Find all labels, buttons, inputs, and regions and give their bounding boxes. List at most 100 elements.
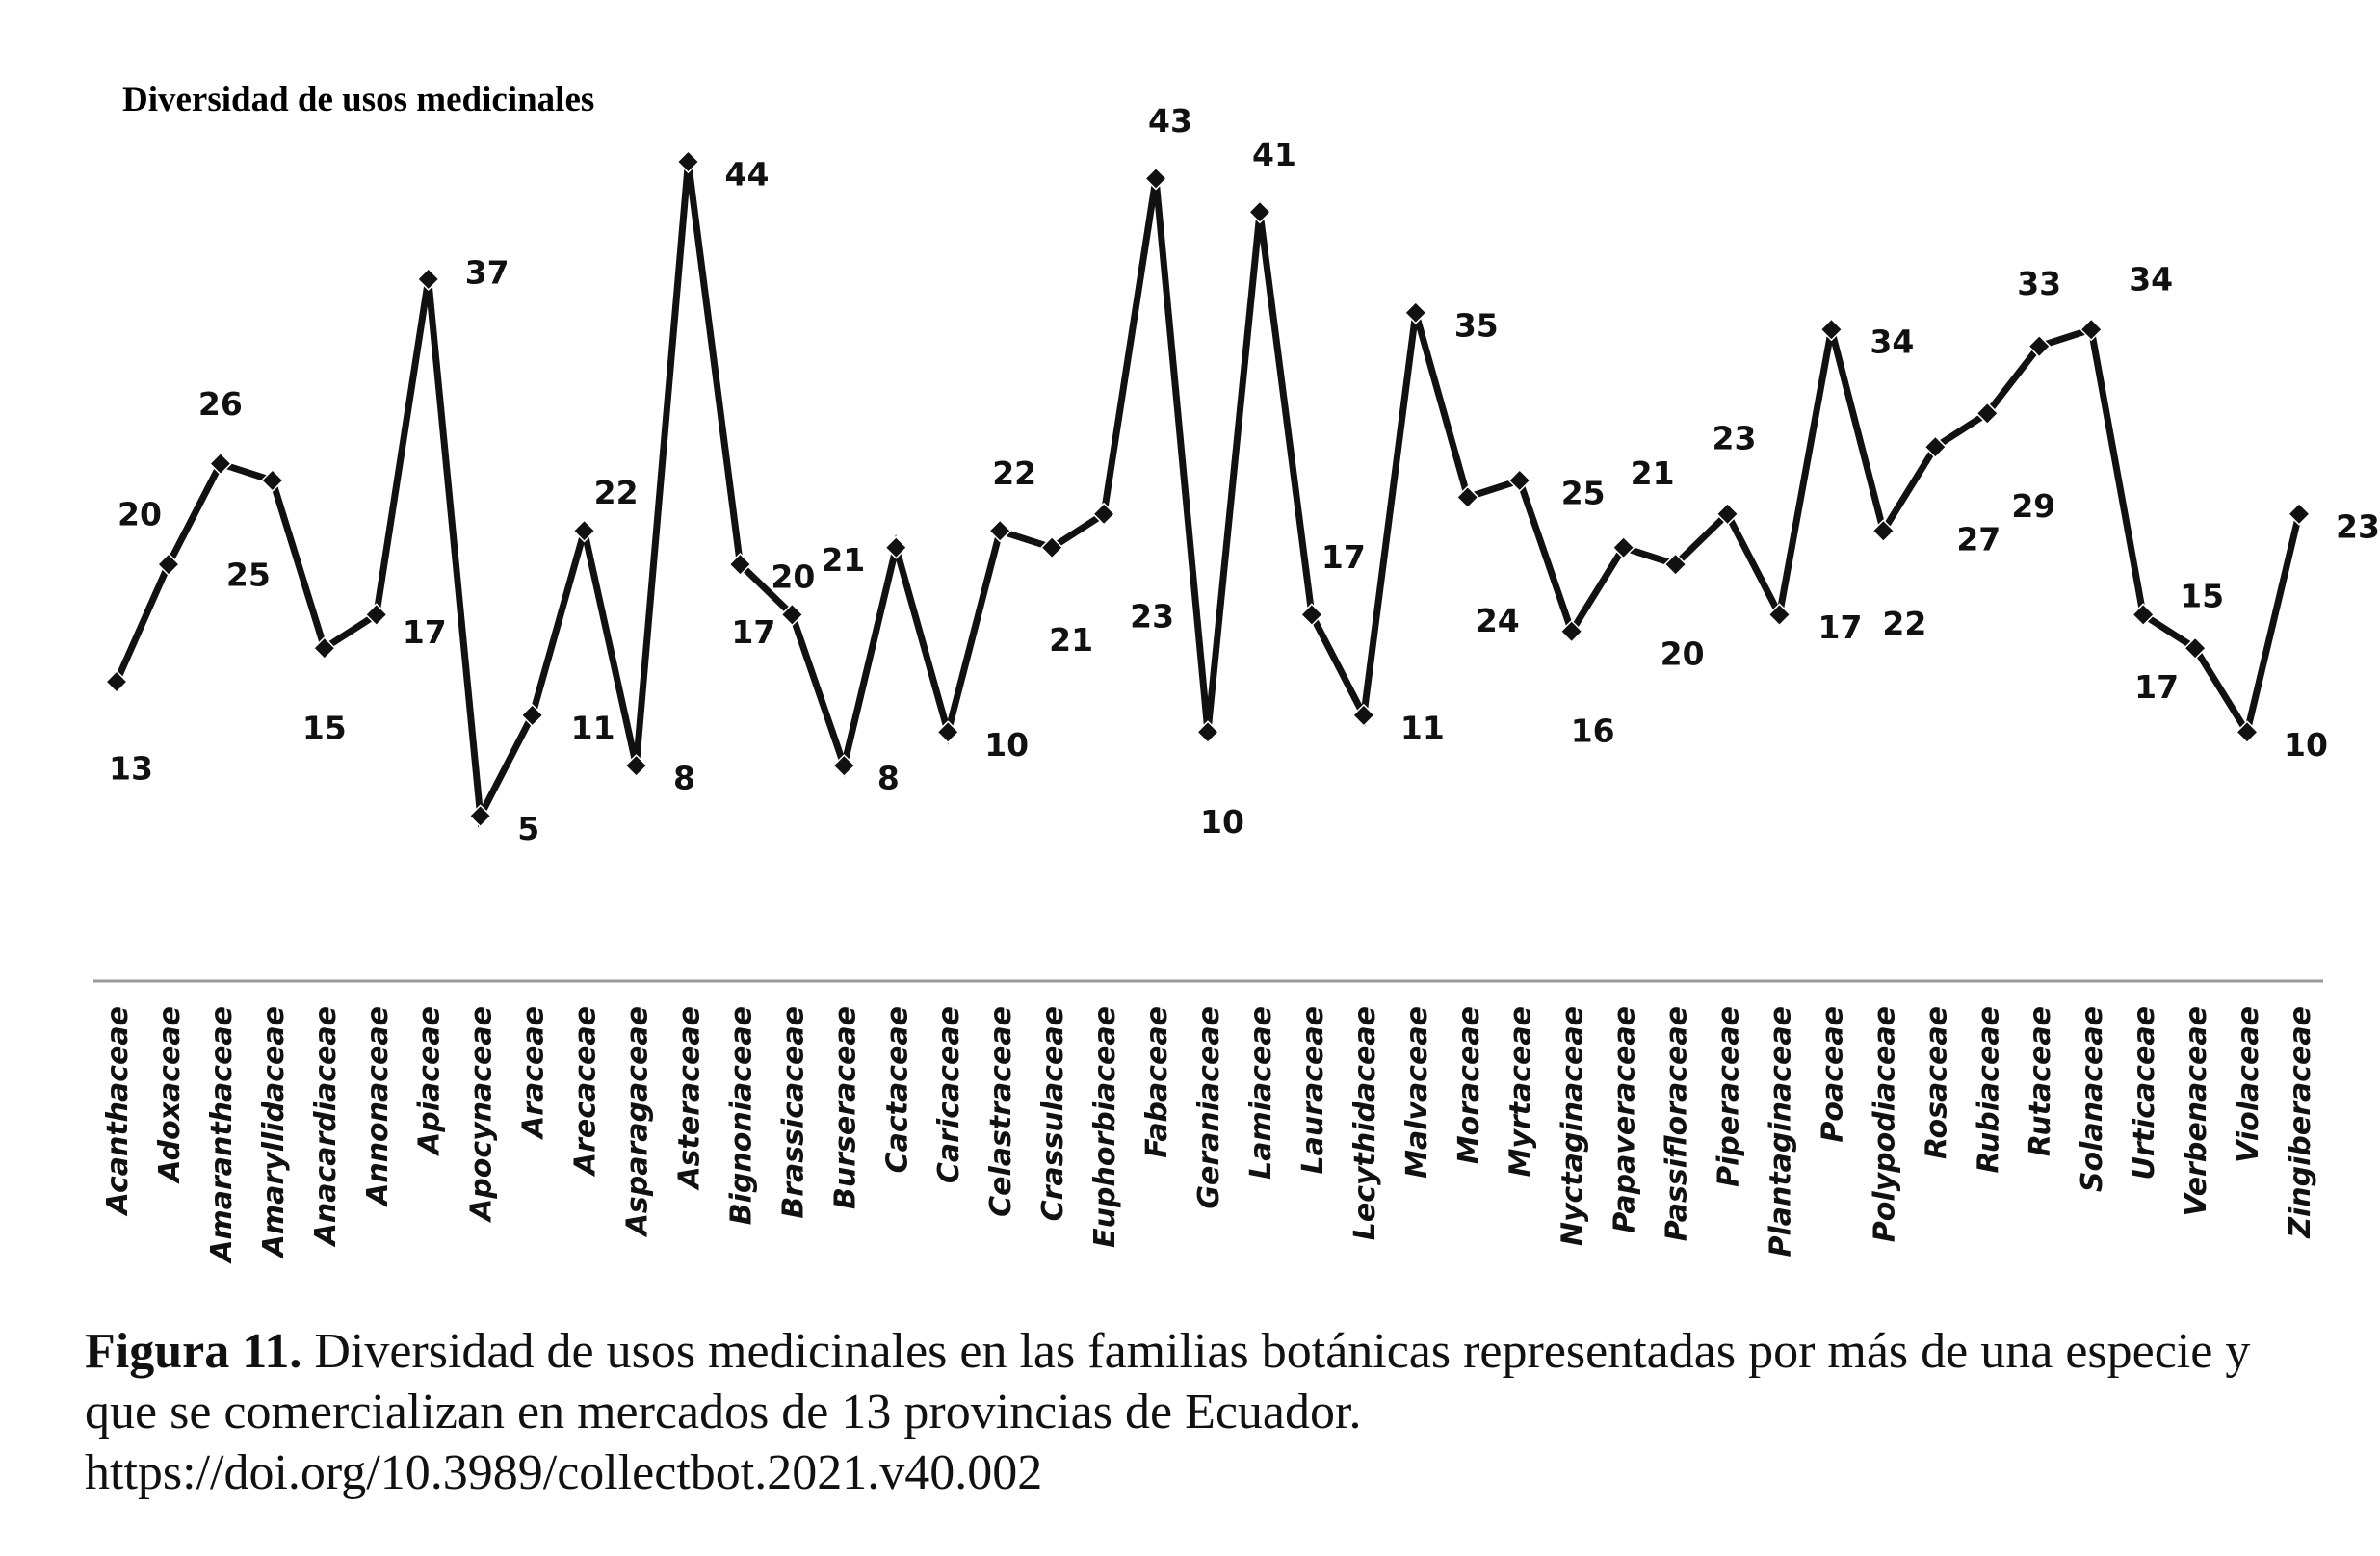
data-label: 5 bbox=[517, 810, 539, 847]
data-label: 22 bbox=[594, 474, 639, 511]
data-label: 17 bbox=[403, 613, 447, 651]
data-point-marker bbox=[104, 669, 129, 694]
data-point-marker bbox=[572, 519, 596, 543]
data-point-marker bbox=[1559, 619, 1583, 643]
data-label: 16 bbox=[1571, 712, 1615, 749]
x-tick-label: Urticaceae bbox=[2128, 1006, 2161, 1180]
data-point-marker bbox=[2079, 318, 2104, 342]
line-chart: 13 20 26 25 15 17 37 5 11 22 8 44 20 17 8 21 10 22 21 23 43 1… bbox=[93, 102, 2380, 1264]
caption-label: Figura 11. bbox=[85, 1324, 302, 1379]
x-tick-label: Papaveraceae bbox=[1608, 1006, 1642, 1233]
data-point-marker bbox=[416, 267, 440, 292]
data-label: 10 bbox=[984, 726, 1029, 764]
data-point-marker bbox=[1040, 535, 1064, 559]
data-label: 17 bbox=[2134, 668, 2179, 706]
data-point-marker bbox=[1975, 402, 2000, 426]
data-point-marker bbox=[1455, 485, 1479, 509]
caption-doi: https://doi.org/10.3989/collectbot.2021.… bbox=[85, 1445, 1043, 1500]
data-label: 44 bbox=[725, 156, 770, 194]
chart-title: Diversidad de usos medicinales bbox=[122, 80, 595, 119]
data-label: 8 bbox=[673, 760, 695, 797]
data-point-marker bbox=[1923, 435, 1948, 459]
x-tick-label: Violaceae bbox=[2232, 1006, 2265, 1163]
x-tick-label: Nyctaginaceae bbox=[1556, 1006, 1590, 1246]
figure-caption: Figura 11. Diversidad de usos medicinale… bbox=[85, 1321, 2329, 1503]
x-tick-label: Celastraceae bbox=[984, 1006, 1018, 1217]
data-label: 41 bbox=[1252, 136, 1296, 173]
x-tick-label: Apiaceae bbox=[413, 1006, 447, 1156]
data-label: 23 bbox=[1713, 419, 1757, 456]
x-tick-label: Amaranthaceae bbox=[205, 1006, 239, 1264]
x-tick-label: Myrtaceae bbox=[1504, 1006, 1538, 1178]
x-tick-label: Solanaceae bbox=[2076, 1006, 2109, 1192]
data-label: 11 bbox=[571, 709, 615, 746]
data-labels: 13 20 26 25 15 17 37 5 11 22 8 44 20 17 8 21 10 22 21 23 43 1… bbox=[109, 102, 2380, 847]
data-label: 24 bbox=[1476, 602, 1520, 639]
data-label: 11 bbox=[1400, 709, 1445, 746]
x-tick-label: Malvaceae bbox=[1400, 1006, 1434, 1179]
data-point-marker bbox=[312, 636, 336, 661]
data-point-marker bbox=[2287, 502, 2312, 526]
data-label: 17 bbox=[1321, 538, 1366, 576]
data-point-marker bbox=[260, 468, 284, 493]
data-point-marker bbox=[1351, 703, 1375, 727]
data-label: 10 bbox=[1200, 803, 1244, 841]
data-point-marker bbox=[1871, 519, 1896, 543]
x-tick-label: Moraceae bbox=[1452, 1006, 1486, 1164]
data-label: 34 bbox=[1870, 324, 1914, 361]
data-point-marker bbox=[884, 535, 908, 559]
data-point-marker bbox=[2235, 720, 2260, 744]
x-tick-label: Bignoniaceae bbox=[724, 1006, 758, 1225]
data-point-marker bbox=[988, 519, 1012, 543]
x-tick-label: Polypodiaceae bbox=[1868, 1006, 1901, 1242]
data-point-marker bbox=[1663, 553, 1687, 577]
x-tick-label: Asteraceae bbox=[673, 1006, 707, 1191]
data-label: 22 bbox=[992, 454, 1036, 492]
data-label: 15 bbox=[302, 710, 347, 747]
data-point-marker bbox=[1767, 603, 1792, 627]
data-label: 17 bbox=[731, 613, 775, 651]
caption-text: Diversidad de usos medicinales en las fa… bbox=[85, 1324, 2251, 1439]
data-label: 26 bbox=[198, 385, 243, 423]
x-tick-label: Euphorbiaceae bbox=[1088, 1006, 1122, 1248]
x-tick-label: Cactaceae bbox=[880, 1006, 914, 1173]
data-label: 22 bbox=[1882, 605, 1926, 642]
x-tick-label: Apocynaceae bbox=[465, 1006, 499, 1223]
data-label: 25 bbox=[226, 557, 271, 594]
data-label: 37 bbox=[465, 254, 510, 292]
x-tick-label: Poaceae bbox=[1816, 1006, 1849, 1143]
data-label: 17 bbox=[1818, 609, 1863, 646]
data-label: 21 bbox=[1049, 621, 1093, 659]
data-label: 34 bbox=[2129, 261, 2173, 298]
data-label: 35 bbox=[1454, 306, 1499, 344]
data-label: 29 bbox=[2011, 487, 2055, 525]
data-label: 10 bbox=[2284, 726, 2328, 764]
series-line bbox=[113, 161, 2303, 828]
x-tick-label: Plantaginaceae bbox=[1765, 1006, 1798, 1258]
x-tick-label: Crassulaceae bbox=[1036, 1006, 1070, 1221]
x-tick-label: Passifloraceae bbox=[1661, 1006, 1694, 1241]
data-point-marker bbox=[208, 452, 232, 476]
x-tick-label: Annonaceae bbox=[361, 1006, 395, 1207]
data-point-marker bbox=[2027, 334, 2052, 358]
data-point-marker bbox=[2132, 603, 2156, 627]
x-tick-label: Caricaceae bbox=[932, 1006, 966, 1183]
data-point-marker bbox=[780, 603, 804, 627]
data-label: 8 bbox=[877, 760, 900, 797]
x-tick-label: Geraniaceae bbox=[1192, 1006, 1226, 1209]
data-point-marker bbox=[676, 149, 700, 174]
data-point-marker bbox=[520, 703, 544, 727]
data-label: 20 bbox=[118, 496, 162, 533]
data-point-marker bbox=[1299, 603, 1323, 627]
data-label: 27 bbox=[1956, 521, 2001, 558]
data-label: 21 bbox=[821, 541, 865, 579]
data-label: 15 bbox=[2180, 578, 2224, 615]
x-tick-label: Amaryllidaceae bbox=[257, 1006, 291, 1258]
data-point-marker bbox=[1507, 468, 1531, 493]
x-tick-label: Rutaceae bbox=[2024, 1006, 2057, 1156]
x-tick-label: Burseraceae bbox=[828, 1006, 862, 1209]
x-tick-label: Fabaceae bbox=[1140, 1006, 1174, 1158]
data-label: 25 bbox=[1561, 475, 1606, 512]
data-point-marker bbox=[364, 603, 388, 627]
data-point-marker bbox=[1143, 167, 1168, 191]
